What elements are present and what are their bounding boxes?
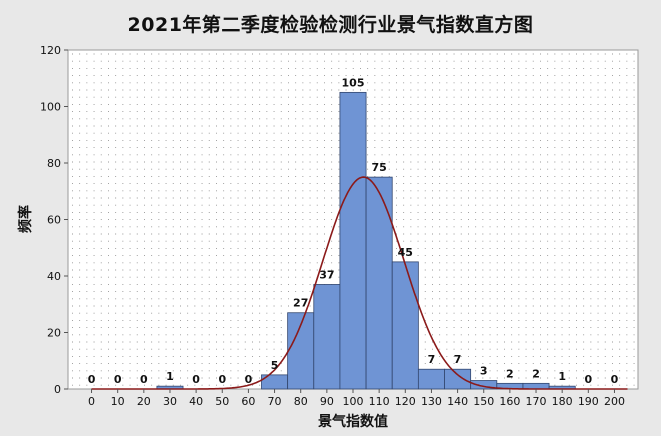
histogram-bar [444,368,472,390]
data-label: 1 [558,370,566,383]
data-label: 0 [611,373,619,386]
y-tick-label: 20 [47,327,61,340]
x-tick-label: 30 [163,395,177,408]
y-tick-label: 80 [47,157,61,170]
y-tick-label: 60 [47,214,61,227]
x-tick-label: 130 [421,395,442,408]
data-label: 27 [293,297,308,310]
x-tick-label: 90 [320,395,334,408]
x-tick-label: 0 [88,395,95,408]
data-label: 0 [114,373,122,386]
curve-layer [91,176,628,390]
x-tick-label: 140 [447,395,468,408]
histogram-bar [313,284,341,390]
histogram-bar [365,176,393,390]
x-tick-label: 180 [552,395,573,408]
data-label: 45 [398,246,413,259]
x-tick-label: 80 [294,395,308,408]
x-tick-label: 170 [526,395,547,408]
x-tick-label: 20 [137,395,151,408]
data-label: 3 [480,365,488,378]
histogram-bar [417,368,445,390]
data-label: 0 [584,373,592,386]
y-tick-label: 0 [54,383,61,396]
histogram-bar [391,261,419,390]
x-tick-label: 60 [241,395,255,408]
histogram-bar [339,91,367,390]
x-tick-label: 120 [395,395,416,408]
y-tick-label: 40 [47,270,61,283]
data-label: 2 [532,367,540,380]
data-label: 37 [319,268,334,281]
data-label: 7 [428,353,436,366]
data-label: 2 [506,367,514,380]
x-tick-label: 100 [343,395,364,408]
x-axis-title: 景气指数值 [318,413,388,430]
x-tick-label: 110 [369,395,390,408]
x-tick-label: 50 [215,395,229,408]
data-label: 1 [166,370,174,383]
y-tick-label: 120 [40,44,61,57]
data-label: 0 [88,373,96,386]
y-axis-title: 频率 [17,205,34,233]
data-label: 5 [271,359,279,372]
x-tick-label: 200 [604,395,625,408]
data-labels-layer: 0 0 0 1 0 0 0 5 27 37 105 75 45 7 7 3 2 2 1 0 0 [88,76,619,386]
x-tick-label: 190 [578,395,599,408]
data-label: 0 [218,373,226,386]
x-tick-label: 150 [473,395,494,408]
chart-title: 2021年第二季度检验检测行业景气指数直方图 [127,14,534,36]
data-label: 7 [454,353,462,366]
data-label: 105 [342,76,365,89]
y-axis: 0 20 40 60 80 100 120 [40,44,68,396]
y-tick-label: 100 [40,101,61,114]
data-label: 0 [245,373,253,386]
x-tick-label: 70 [268,395,282,408]
x-tick-label: 40 [189,395,203,408]
data-label: 75 [371,161,386,174]
data-label: 0 [140,373,148,386]
x-axis: 0 10 20 30 40 50 60 70 80 90 100 110 120 130 140 150 160… [88,389,625,408]
x-tick-label: 160 [499,395,520,408]
data-label: 0 [192,373,200,386]
fit-curve [91,176,628,390]
x-tick-label: 10 [111,395,125,408]
